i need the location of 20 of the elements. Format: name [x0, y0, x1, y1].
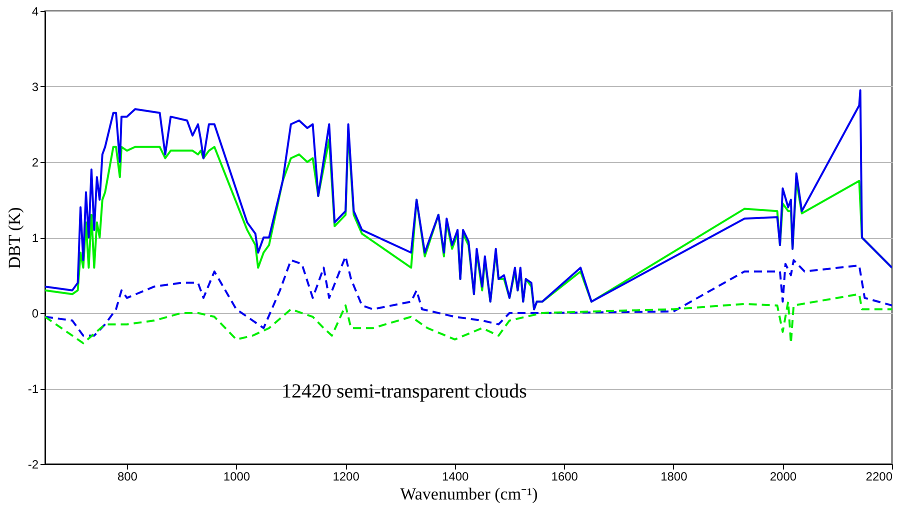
x-tick-label: 2000 — [770, 470, 797, 484]
x-axis-title: Wavenumber (cm⁻¹) — [400, 484, 538, 504]
x-tick-label: 1800 — [660, 470, 688, 484]
y-tick-label: -2 — [28, 458, 39, 472]
y-tick-label: -1 — [28, 382, 39, 396]
y-tick-label: 4 — [32, 4, 39, 18]
y-tick-label: 0 — [32, 306, 39, 320]
y-tick-label: 3 — [32, 80, 39, 94]
x-tick-label: 800 — [117, 470, 138, 484]
x-tick-label: 1000 — [223, 470, 250, 484]
x-tick-label: 1200 — [332, 470, 360, 484]
y-tick-label: 1 — [32, 231, 39, 245]
x-tick-label: 2200 — [866, 470, 893, 484]
y-axis-title: DBT (K) — [4, 207, 24, 269]
line-series — [45, 293, 892, 344]
y-tick-label: 2 — [32, 156, 39, 170]
line-series — [45, 89, 892, 310]
annotation: 12420 semi-transparent clouds — [281, 380, 528, 402]
x-tick-label: 1600 — [551, 470, 578, 484]
x-tick-label: 1400 — [442, 470, 470, 484]
